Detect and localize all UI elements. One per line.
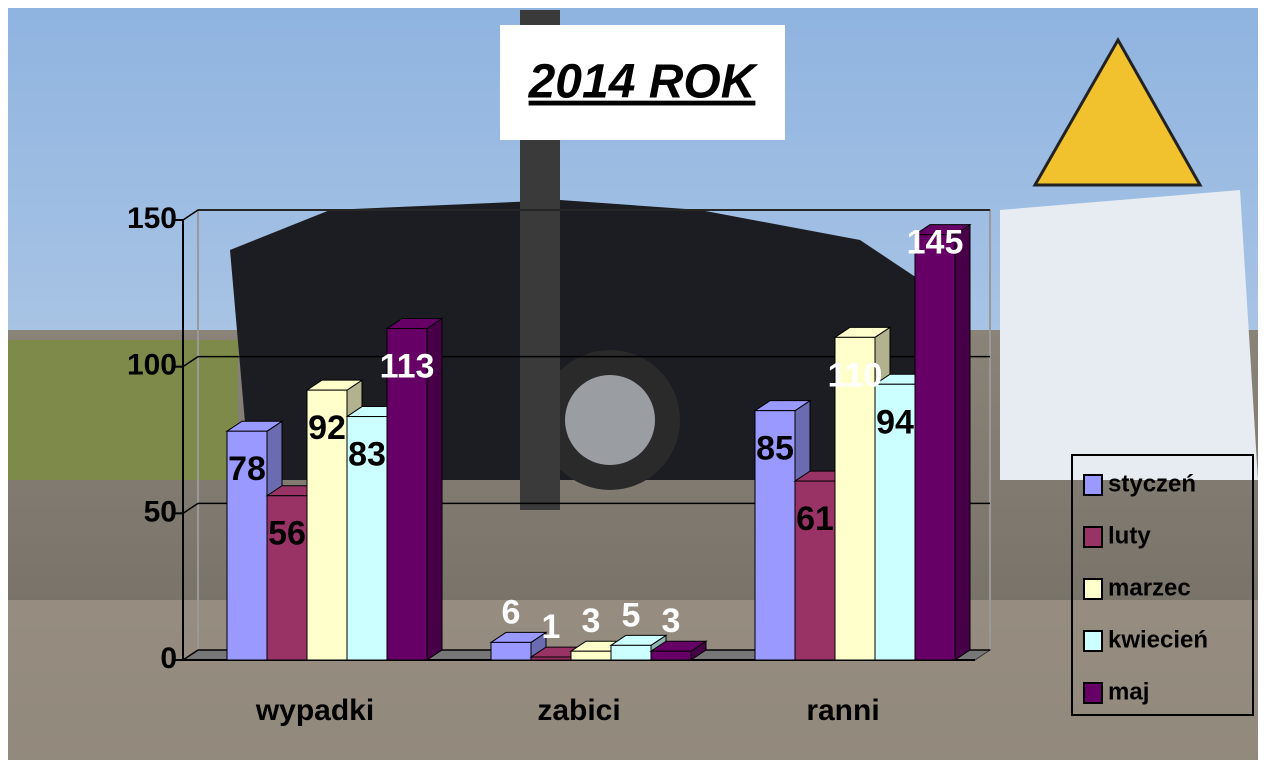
legend-swatch <box>1084 631 1102 651</box>
value-label: 56 <box>268 515 306 553</box>
legend-label: kwiecień <box>1108 626 1208 653</box>
legend-swatch <box>1084 579 1102 599</box>
legend-swatch <box>1084 475 1102 495</box>
y-tick-label: 150 <box>127 202 177 235</box>
value-label: 61 <box>796 500 834 538</box>
legend-label: styczeń <box>1108 470 1196 497</box>
value-label: 145 <box>907 224 964 262</box>
value-label: 3 <box>582 602 601 640</box>
chart-title: 2014 ROK <box>528 56 759 109</box>
bar-front <box>491 642 531 660</box>
value-label: 6 <box>502 593 521 631</box>
legend-label: maj <box>1108 678 1149 705</box>
y-tick-label: 100 <box>127 349 177 382</box>
value-label: 78 <box>228 450 266 488</box>
chart: 2014 ROK 050100150wypadki78569283113zabi… <box>0 0 1264 765</box>
value-label: 3 <box>662 602 681 640</box>
x-tick-label: wypadki <box>255 694 374 727</box>
bar-front <box>571 651 611 660</box>
value-label: 94 <box>876 403 914 441</box>
bar-front <box>651 651 691 660</box>
bar-front <box>915 235 955 660</box>
value-label: 92 <box>308 409 346 447</box>
bar-front <box>531 657 571 660</box>
legend-swatch <box>1084 683 1102 703</box>
value-label: 85 <box>756 430 794 468</box>
x-tick-label: zabici <box>537 694 620 727</box>
legend-label: marzec <box>1108 574 1191 601</box>
value-label: 113 <box>380 348 435 386</box>
x-tick-label: ranni <box>806 694 879 727</box>
y-tick-label: 0 <box>160 642 177 675</box>
y-tick-label: 50 <box>144 495 177 528</box>
legend-swatch <box>1084 527 1102 547</box>
value-label: 83 <box>348 436 386 474</box>
bar-front <box>611 645 651 660</box>
value-label: 110 <box>828 356 883 394</box>
bar <box>915 225 970 660</box>
legend-label: luty <box>1108 522 1151 549</box>
bar-side <box>955 225 970 660</box>
value-label: 5 <box>622 596 641 634</box>
value-label: 1 <box>542 608 561 646</box>
